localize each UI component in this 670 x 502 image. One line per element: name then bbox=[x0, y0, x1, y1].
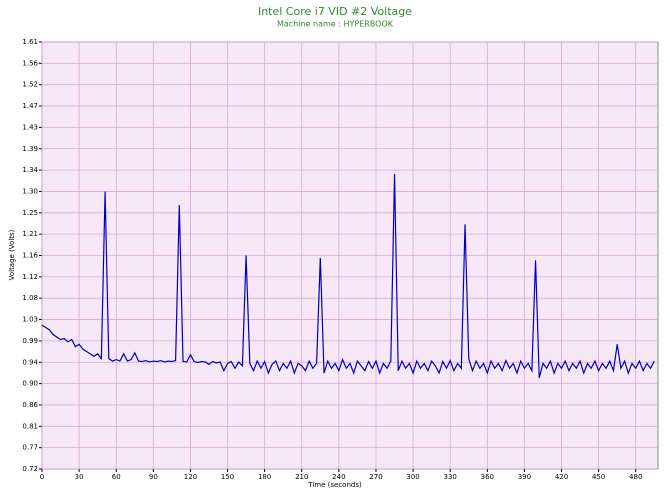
x-tick-label: 120 bbox=[184, 473, 197, 481]
y-tick-label: 1.12 bbox=[22, 273, 38, 281]
x-tick-label: 90 bbox=[149, 473, 158, 481]
x-tick-label: 450 bbox=[592, 473, 605, 481]
y-tick-label: 1.43 bbox=[22, 123, 38, 131]
y-tick-label: 1.25 bbox=[22, 209, 38, 217]
x-tick-label: 270 bbox=[369, 473, 382, 481]
x-tick-label: 30 bbox=[75, 473, 84, 481]
y-tick-label: 0.77 bbox=[22, 444, 38, 452]
y-tick-label: 1.56 bbox=[22, 59, 38, 67]
x-tick-label: 210 bbox=[295, 473, 308, 481]
y-tick-label: 1.30 bbox=[22, 187, 38, 195]
x-tick-label: 360 bbox=[481, 473, 494, 481]
y-tick-label: 0.81 bbox=[22, 422, 38, 430]
y-tick-label: 0.94 bbox=[22, 358, 38, 366]
chart-title: Intel Core i7 VID #2 Voltage bbox=[258, 5, 412, 18]
x-tick-label: 180 bbox=[258, 473, 271, 481]
x-tick-label: 300 bbox=[406, 473, 419, 481]
x-axis-label: Time (seconds) bbox=[307, 481, 362, 489]
y-tick-label: 1.08 bbox=[22, 294, 38, 302]
x-tick-label: 420 bbox=[555, 473, 568, 481]
y-axis-label: Voltage (Volts) bbox=[8, 229, 16, 280]
data-line bbox=[41, 173, 655, 378]
y-tick-label: 1.61 bbox=[22, 38, 38, 46]
y-tick-label: 1.16 bbox=[22, 252, 38, 260]
y-tick-label: 0.99 bbox=[22, 337, 38, 345]
y-tick-label: 0.86 bbox=[22, 401, 38, 409]
y-tick-label: 1.03 bbox=[22, 316, 38, 324]
x-tick-label: 390 bbox=[518, 473, 531, 481]
x-tick-label: 150 bbox=[221, 473, 234, 481]
x-tick-label: 240 bbox=[332, 473, 345, 481]
y-tick-label: 1.34 bbox=[22, 166, 38, 174]
x-tick-label: 480 bbox=[629, 473, 642, 481]
y-tick-label: 0.72 bbox=[22, 465, 38, 473]
y-tick-label: 1.21 bbox=[22, 230, 38, 238]
y-tick-label: 1.47 bbox=[22, 102, 38, 110]
y-tick-label: 1.39 bbox=[22, 145, 38, 153]
x-tick-label: 330 bbox=[444, 473, 457, 481]
y-tick-label: 1.52 bbox=[22, 81, 38, 89]
y-tick-label: 0.90 bbox=[22, 380, 38, 388]
chart-subtitle: Machine name : HYPERBOOK bbox=[277, 20, 394, 29]
x-tick-label: 60 bbox=[112, 473, 121, 481]
x-tick-label: 0 bbox=[40, 473, 44, 481]
